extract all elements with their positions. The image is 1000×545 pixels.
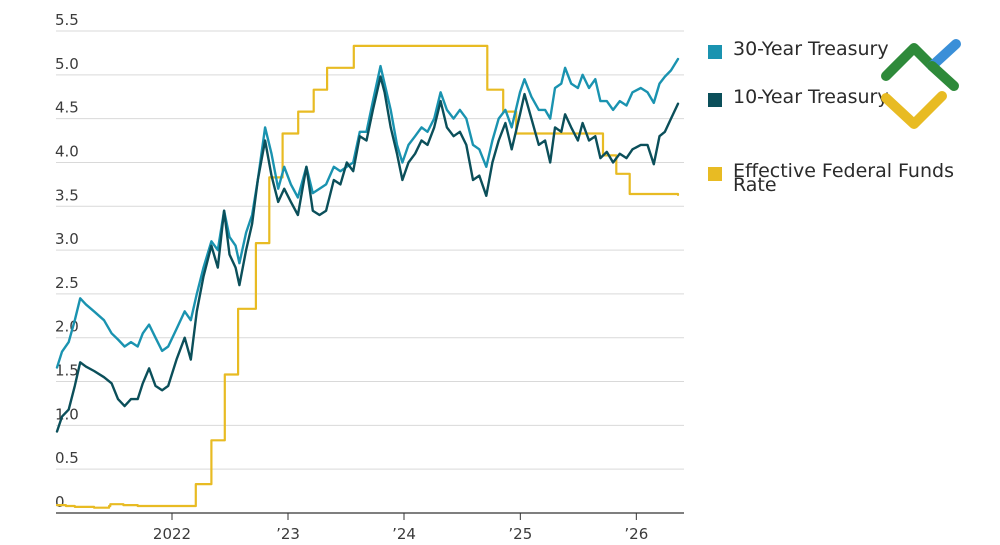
legend-swatch-30-year	[708, 45, 722, 59]
x-tick-label: ’26	[624, 525, 648, 543]
y-tick-label: 4.0	[55, 142, 79, 160]
grid-lines	[56, 30, 684, 470]
x-tick-label: ’25	[508, 525, 532, 543]
y-tick-label: 1.5	[55, 362, 79, 380]
legend-item-30-year-treasury: 30-Year Treasury	[708, 40, 889, 59]
y-tick-label: 0	[55, 493, 65, 511]
y-tick-label: 3.5	[55, 186, 79, 204]
legend-label-10-year: 10-Year Treasury	[733, 86, 889, 108]
legend-label-fed-funds: Effective Federal Funds Rate	[733, 160, 954, 196]
x-axis: 2022 ’23 ’24 ’25 ’26	[56, 512, 684, 543]
x-tick-label: ’24	[392, 525, 416, 543]
x-tick-label: 2022	[153, 525, 191, 543]
y-tick-label: 4.5	[55, 99, 79, 117]
y-tick-label: 2.5	[55, 274, 79, 292]
y-tick-label: 0.5	[55, 449, 79, 467]
legend-item-10-year-treasury: 10-Year Treasury	[708, 88, 889, 107]
logo-gold-chevron	[881, 91, 947, 129]
series-line-10-year-treasury	[55, 75, 680, 433]
x-tick-label: ’23	[276, 525, 300, 543]
y-axis: 00.51.01.52.02.53.03.54.04.55.05.5	[55, 11, 79, 511]
logo-green-stem	[927, 61, 959, 91]
chevron-logo-icon	[881, 39, 961, 129]
y-tick-label: 1.0	[55, 405, 79, 423]
legend-label-30-year: 30-Year Treasury	[733, 38, 889, 60]
legend-swatch-10-year	[708, 93, 722, 107]
y-tick-label: 3.0	[55, 230, 79, 248]
plot-area	[55, 44, 680, 509]
legend-swatch-fed-funds	[708, 167, 722, 181]
series-line-30-year-treasury	[55, 57, 680, 369]
y-tick-label: 5.5	[55, 11, 79, 29]
logo-blue-stroke	[927, 39, 961, 71]
logo-green-chevron	[881, 43, 937, 81]
series-line-effective-federal-funds-rate	[55, 44, 680, 509]
y-tick-label: 5.0	[55, 55, 79, 73]
legend-item-fed-funds: Effective Federal Funds Rate	[708, 162, 983, 195]
